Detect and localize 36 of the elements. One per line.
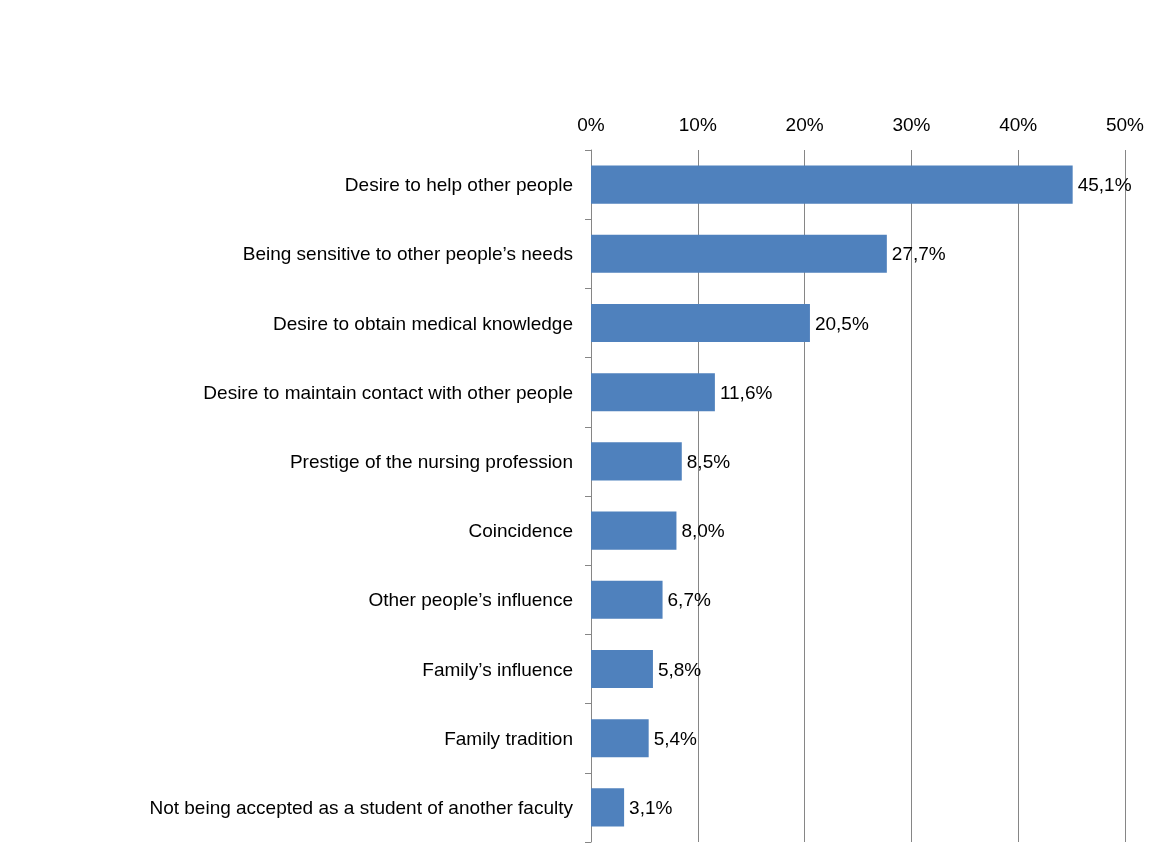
data-label: 3,1%	[629, 796, 673, 818]
data-label: 5,4%	[653, 727, 698, 749]
y-tick-label: Family tradition	[444, 727, 573, 749]
x-tick-label: 0%	[577, 114, 605, 135]
x-tick-label: 20%	[785, 114, 824, 135]
data-label: 8,0%	[681, 520, 725, 542]
bar	[591, 442, 682, 481]
x-tick-label: 50%	[1105, 114, 1145, 135]
y-tick-label: Being sensitive to other people’s needs	[242, 243, 573, 265]
x-tick-label: 10%	[678, 114, 717, 135]
bar	[591, 165, 1073, 204]
y-tick-label: Prestige of the nursing profession	[289, 450, 573, 472]
data-label: 27,7%	[891, 243, 946, 265]
x-tick-label: 40%	[999, 114, 1038, 135]
data-label: 11,6%	[719, 381, 773, 403]
bar	[591, 234, 887, 273]
y-tick-label: Desire to help other people	[344, 174, 573, 196]
data-label: 6,7%	[667, 589, 711, 611]
y-tick-label: Desire to maintain contact with other people	[203, 381, 573, 403]
bar	[591, 303, 810, 343]
y-tick-label: Coincidence	[468, 520, 573, 542]
data-label: 45,1%	[1077, 174, 1132, 196]
y-tick-label: Other people’s influence	[368, 589, 573, 611]
bar	[591, 719, 649, 758]
x-tick-label: 30%	[892, 114, 931, 135]
bar	[591, 373, 715, 412]
bar	[591, 511, 677, 550]
data-label: 5,8%	[657, 658, 702, 680]
bar	[591, 580, 663, 619]
y-tick-label: Family’s influence	[422, 658, 573, 680]
bar	[591, 788, 625, 827]
y-tick-label: Desire to obtain medical knowledge	[273, 312, 573, 334]
data-label: 20,5%	[814, 312, 869, 334]
y-tick-label: Not being accepted as a student of another faculty	[149, 796, 574, 818]
data-label: 8,5%	[686, 450, 731, 472]
bar	[591, 649, 653, 689]
